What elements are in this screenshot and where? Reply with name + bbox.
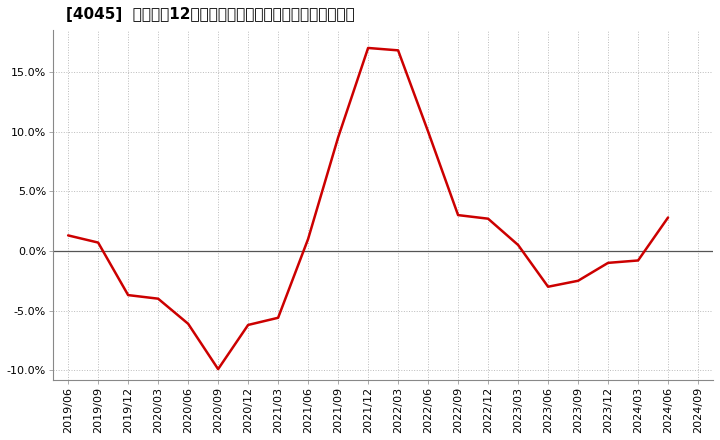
Text: [4045]  売上高の12か月移動合計の対前年同期増減率の推移: [4045] 売上高の12か月移動合計の対前年同期増減率の推移 <box>66 7 355 22</box>
